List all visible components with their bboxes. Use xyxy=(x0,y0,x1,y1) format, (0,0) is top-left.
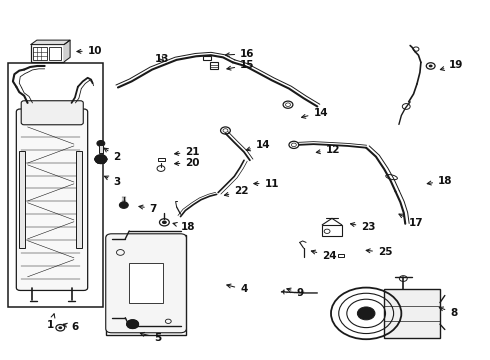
FancyBboxPatch shape xyxy=(106,234,186,333)
Text: 7: 7 xyxy=(139,204,157,214)
Text: 15: 15 xyxy=(227,60,255,70)
Text: 2: 2 xyxy=(104,148,121,162)
Text: 14: 14 xyxy=(246,140,270,151)
Text: 8: 8 xyxy=(439,307,458,318)
Circle shape xyxy=(98,157,104,161)
FancyBboxPatch shape xyxy=(21,101,83,125)
Text: 21: 21 xyxy=(174,147,200,157)
Bar xyxy=(129,263,163,303)
Bar xyxy=(203,55,211,60)
Circle shape xyxy=(429,64,433,67)
Bar xyxy=(322,225,342,235)
Text: 17: 17 xyxy=(399,214,423,228)
Circle shape xyxy=(162,221,167,224)
Text: 12: 12 xyxy=(317,144,340,154)
Text: 10: 10 xyxy=(77,46,102,56)
Text: 20: 20 xyxy=(174,158,200,168)
Bar xyxy=(19,151,25,248)
Circle shape xyxy=(95,155,107,163)
Bar xyxy=(384,289,440,338)
Text: 18: 18 xyxy=(173,222,195,232)
Text: 25: 25 xyxy=(366,247,392,257)
Polygon shape xyxy=(64,40,70,62)
Circle shape xyxy=(130,322,136,326)
Circle shape xyxy=(97,140,105,146)
FancyBboxPatch shape xyxy=(16,109,88,291)
Text: 24: 24 xyxy=(311,250,337,261)
Bar xyxy=(76,151,82,248)
Text: 9: 9 xyxy=(287,288,303,298)
Text: 13: 13 xyxy=(155,54,169,64)
Text: 6: 6 xyxy=(63,322,79,332)
Text: 23: 23 xyxy=(350,222,376,232)
Text: 1: 1 xyxy=(47,314,55,330)
Circle shape xyxy=(357,307,375,320)
Bar xyxy=(338,253,343,257)
Circle shape xyxy=(120,202,128,208)
Circle shape xyxy=(127,320,139,328)
Text: 4: 4 xyxy=(227,284,247,294)
Bar xyxy=(33,46,47,60)
Polygon shape xyxy=(31,40,70,44)
Bar xyxy=(99,145,103,153)
Bar xyxy=(106,234,186,335)
Bar xyxy=(210,62,218,69)
Bar xyxy=(158,158,165,161)
Circle shape xyxy=(58,326,62,329)
Text: 19: 19 xyxy=(441,60,464,71)
Text: 3: 3 xyxy=(104,176,121,187)
Text: 16: 16 xyxy=(225,49,255,59)
Bar xyxy=(31,44,64,62)
Text: 22: 22 xyxy=(224,186,249,197)
Text: 5: 5 xyxy=(140,332,162,343)
Text: 18: 18 xyxy=(427,176,452,186)
Bar xyxy=(8,63,103,307)
Bar xyxy=(49,46,61,60)
Text: 11: 11 xyxy=(254,179,279,189)
Text: 14: 14 xyxy=(302,108,328,118)
